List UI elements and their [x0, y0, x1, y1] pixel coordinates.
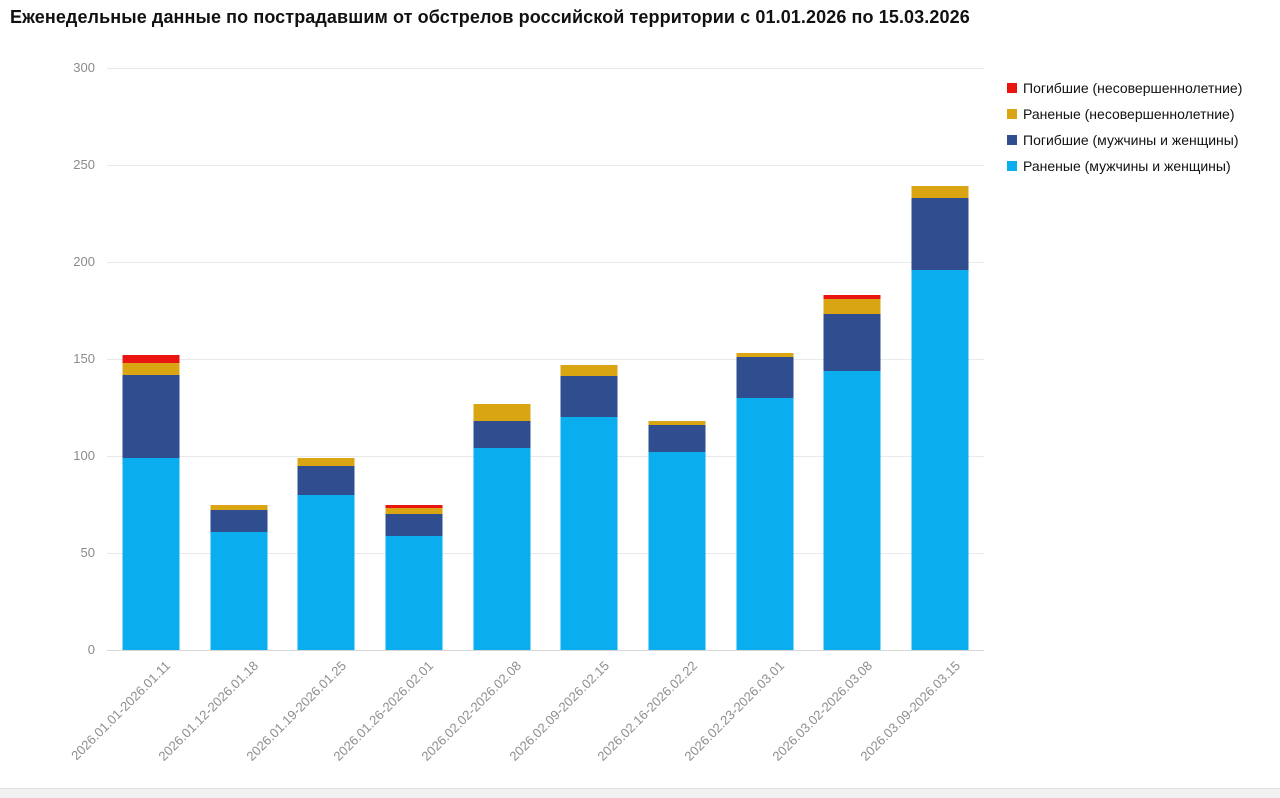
bar-segment — [473, 448, 531, 650]
bar-segment — [122, 362, 180, 375]
bar-segment — [736, 397, 794, 650]
x-axis-label-text: 2026.02.16-2026.02.22 — [593, 658, 700, 764]
stacked-bar — [297, 457, 355, 650]
bar-column — [633, 68, 721, 650]
bar-column — [546, 68, 634, 650]
legend-swatch — [1007, 83, 1017, 93]
legend-label: Погибшие (мужчины и женщины) — [1023, 132, 1239, 148]
bar-segment — [385, 504, 443, 509]
stacked-bar — [648, 421, 706, 650]
stacked-bar — [736, 353, 794, 650]
bar-segment — [823, 298, 881, 315]
bar-segment — [911, 197, 969, 270]
bar-segment — [823, 314, 881, 371]
bar-segment — [385, 514, 443, 536]
bar-segment — [210, 510, 268, 532]
bar-segment — [823, 294, 881, 299]
gridline — [107, 552, 984, 554]
gridline — [107, 67, 984, 69]
bar-segment — [560, 364, 618, 377]
plot-area: 0 50 100 150 200 250 300 — [73, 60, 984, 657]
bar-column — [370, 68, 458, 650]
legend-item: Раненые (несовершеннолетние) — [1007, 105, 1242, 123]
chart-title: Еженедельные данные по пострадавшим от о… — [10, 7, 970, 27]
y-axis-tick-label: 300 — [73, 60, 95, 75]
bar-segment — [297, 494, 355, 650]
gridline — [107, 649, 984, 651]
bar-segment — [297, 465, 355, 495]
bar-segment — [648, 452, 706, 650]
bar-column — [107, 68, 195, 650]
y-axis-tick-label: 150 — [73, 351, 95, 366]
bar-segment — [911, 269, 969, 650]
x-axis-label-text: 2026.03.09-2026.03.15 — [857, 658, 963, 764]
x-axis-label-text: 2026.01.19-2026.01.25 — [243, 658, 349, 764]
bar-segment — [122, 457, 180, 650]
bar-segment — [648, 424, 706, 453]
x-axis-label-text: 2026.01.01-2026.01.11 — [68, 658, 174, 764]
stacked-bar — [560, 364, 618, 650]
stacked-bar — [473, 403, 531, 650]
bar-segment — [473, 403, 531, 422]
bar-segment — [473, 421, 531, 449]
x-axis-label-text: 2026.03.02-2026.03.08 — [769, 658, 876, 764]
y-axis-tick-label: 250 — [73, 157, 95, 172]
gridline — [107, 358, 984, 360]
bar-segment — [911, 186, 969, 198]
bar-segment — [210, 504, 268, 511]
x-axis-label-text: 2026.01.26-2026.02.01 — [330, 658, 437, 764]
stacked-bar — [210, 504, 268, 651]
legend-item: Погибшие (мужчины и женщины) — [1007, 131, 1242, 149]
y-axis-tick-label: 200 — [73, 254, 95, 269]
y-axis-tick-label: 0 — [87, 642, 95, 657]
gridline — [107, 164, 984, 166]
legend: Погибшие (несовершеннолетние) Раненые (не… — [1007, 79, 1242, 183]
gridline — [107, 455, 984, 457]
bar-segment — [122, 374, 180, 458]
bar-column — [896, 68, 984, 650]
bar-column — [282, 68, 370, 650]
stacked-bar — [911, 186, 969, 650]
legend-swatch — [1007, 135, 1017, 145]
x-axis-label-text: 2026.01.12-2026.01.18 — [155, 658, 262, 764]
legend-item: Погибшие (несовершеннолетние) — [1007, 79, 1242, 97]
bar-segment — [122, 355, 180, 363]
bar-column — [721, 68, 809, 650]
legend-item: Раненые (мужчины и женщины) — [1007, 157, 1242, 175]
bar-column — [195, 68, 283, 650]
x-axis-label-text: 2026.02.23-2026.03.01 — [681, 658, 788, 764]
bar-segment — [297, 457, 355, 466]
x-axis-label-text: 2026.02.09-2026.02.15 — [506, 658, 612, 764]
y-axis-tick-label: 100 — [73, 448, 95, 463]
bar-segment — [736, 357, 794, 398]
legend-label: Раненые (несовершеннолетние) — [1023, 106, 1235, 122]
bar-segment — [823, 370, 881, 650]
stacked-bar — [122, 355, 180, 650]
gridline — [107, 261, 984, 263]
bar-segment — [385, 508, 443, 515]
bar-segment — [736, 353, 794, 358]
bar-segment — [648, 421, 706, 425]
bar-segment — [560, 417, 618, 650]
x-axis-label-text: 2026.02.02-2026.02.08 — [418, 658, 525, 764]
legend-swatch — [1007, 109, 1017, 119]
bar-segment — [210, 531, 268, 650]
bar-segment — [385, 535, 443, 650]
window-bottom-edge — [0, 788, 1280, 798]
bar-segment — [560, 376, 618, 418]
legend-label: Раненые (мужчины и женщины) — [1023, 158, 1231, 174]
legend-label: Погибшие (несовершеннолетние) — [1023, 80, 1243, 96]
legend-swatch — [1007, 161, 1017, 171]
bar-column — [809, 68, 897, 650]
stacked-bar — [385, 504, 443, 651]
bars-layer — [107, 68, 984, 650]
stacked-bar — [823, 294, 881, 650]
y-axis-tick-label: 50 — [80, 545, 95, 560]
bar-column — [458, 68, 546, 650]
